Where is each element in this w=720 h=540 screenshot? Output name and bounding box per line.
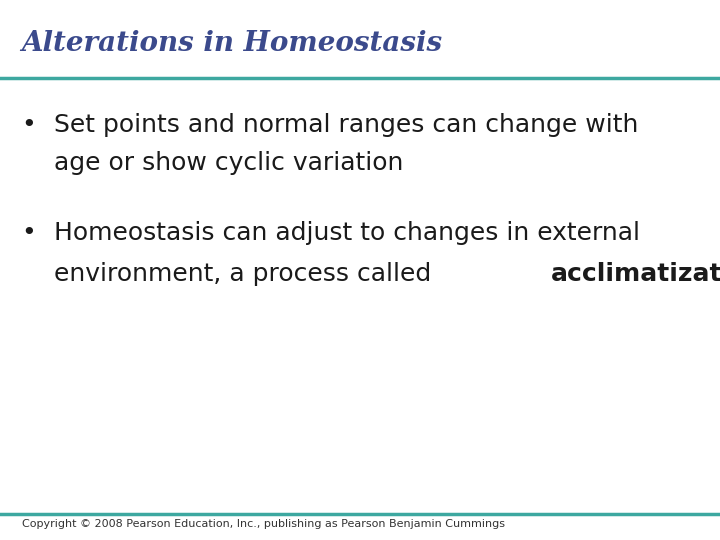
Text: environment, a process called: environment, a process called (54, 262, 439, 286)
Text: Copyright © 2008 Pearson Education, Inc., publishing as Pearson Benjamin Cumming: Copyright © 2008 Pearson Education, Inc.… (22, 519, 505, 529)
Text: Set points and normal ranges can change with: Set points and normal ranges can change … (54, 113, 639, 137)
Text: Alterations in Homeostasis: Alterations in Homeostasis (22, 30, 443, 57)
Text: Homeostasis can adjust to changes in external: Homeostasis can adjust to changes in ext… (54, 221, 640, 245)
Text: acclimatization: acclimatization (551, 262, 720, 286)
Text: •: • (22, 221, 36, 245)
Text: age or show cyclic variation: age or show cyclic variation (54, 151, 403, 175)
Text: •: • (22, 113, 36, 137)
